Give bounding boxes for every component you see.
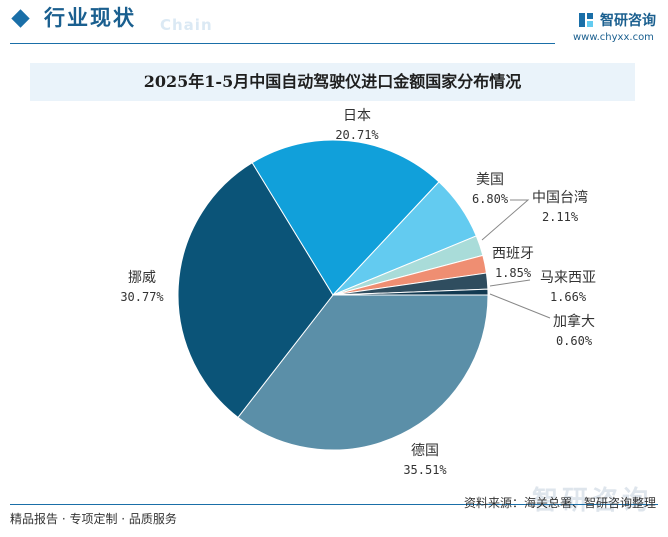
slice-value-label: 1.66% bbox=[550, 290, 587, 304]
footer-tagline: 精品报告 · 专项定制 · 品质服务 bbox=[10, 512, 177, 526]
slice-value-label: 1.85% bbox=[495, 266, 532, 280]
pie-slice bbox=[237, 294, 489, 451]
slice-label: 加拿大 bbox=[553, 313, 595, 330]
section-title: 行业现状 bbox=[44, 6, 136, 30]
chart-title-bar bbox=[30, 63, 635, 101]
slice-label: 西班牙 bbox=[492, 246, 534, 262]
pie-slice bbox=[332, 288, 489, 296]
slice-label: 马来西亚 bbox=[540, 270, 596, 286]
slice-label: 美国 bbox=[476, 172, 504, 188]
slice-leader-line bbox=[481, 199, 530, 241]
slice-leader-line bbox=[489, 293, 551, 319]
brand-url: www.chyxx.com bbox=[573, 32, 654, 43]
pie-slice bbox=[251, 139, 440, 296]
header-divider bbox=[10, 43, 555, 44]
brand-logo-icon bbox=[579, 13, 593, 27]
footer-divider bbox=[10, 504, 658, 505]
slice-leader-line bbox=[489, 279, 531, 287]
slice-label: 挪威 bbox=[128, 270, 156, 286]
slice-value-label: 0.60% bbox=[556, 334, 593, 348]
section-subtitle-watermark: Chain bbox=[160, 16, 213, 34]
footer-watermark: 智研咨询 bbox=[532, 486, 653, 516]
brand-name: 智研咨询 bbox=[600, 13, 656, 29]
slice-value-label: 30.77% bbox=[120, 290, 164, 304]
slice-value-label: 6.80% bbox=[472, 192, 509, 206]
slice-value-label: 20.71% bbox=[335, 128, 379, 142]
slice-label: 中国台湾 bbox=[532, 189, 588, 206]
slice-value-label: 35.51% bbox=[403, 463, 447, 477]
chart-title: 2025年1-5月中国自动驾驶仪进口金额国家分布情况 bbox=[143, 72, 522, 91]
slice-label: 日本 bbox=[343, 108, 371, 124]
pie-slice bbox=[177, 162, 334, 419]
slice-value-label: 2.11% bbox=[542, 210, 579, 224]
slice-label: 德国 bbox=[411, 443, 439, 459]
data-source: 资料来源：海关总署、智研咨询整理 bbox=[463, 496, 656, 510]
